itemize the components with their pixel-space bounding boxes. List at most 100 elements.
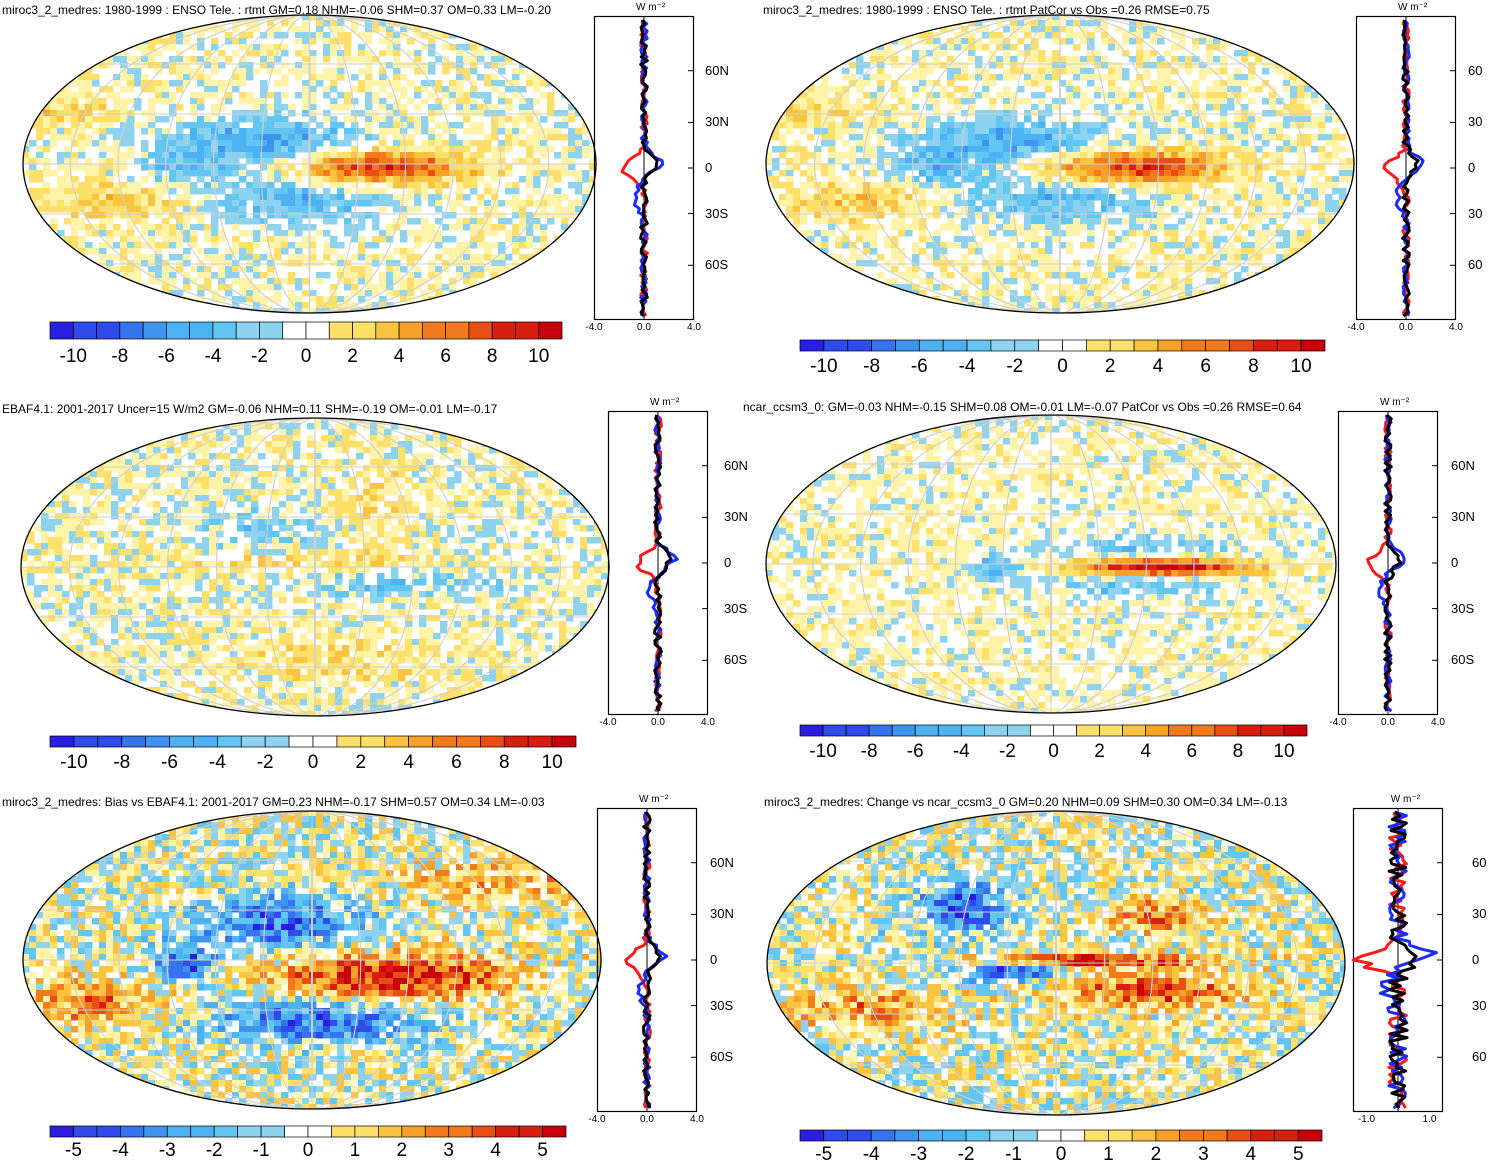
field-cell bbox=[982, 134, 990, 141]
field-cell bbox=[975, 62, 983, 69]
field-cell bbox=[905, 110, 913, 117]
field-cell bbox=[575, 68, 583, 75]
field-cell bbox=[22, 62, 30, 69]
field-cell bbox=[99, 20, 107, 27]
field-cell bbox=[85, 140, 93, 147]
field-cell bbox=[975, 122, 983, 129]
field-cell bbox=[211, 56, 219, 63]
field-cell bbox=[428, 38, 436, 45]
field-cell bbox=[1304, 26, 1312, 33]
field-cell bbox=[919, 152, 927, 159]
field-cell bbox=[779, 98, 787, 105]
field-cell bbox=[940, 50, 948, 57]
field-cell bbox=[1325, 14, 1333, 21]
field-cell bbox=[302, 62, 310, 69]
field-cell bbox=[575, 146, 583, 153]
field-cell bbox=[477, 254, 485, 261]
field-cell bbox=[358, 266, 366, 273]
field-cell bbox=[57, 200, 65, 207]
field-cell bbox=[78, 80, 86, 87]
field-cell bbox=[232, 266, 240, 273]
field-cell bbox=[989, 164, 997, 171]
field-cell bbox=[29, 284, 37, 291]
field-cell bbox=[975, 188, 983, 195]
field-cell bbox=[926, 20, 934, 27]
field-cell bbox=[176, 194, 184, 201]
field-cell bbox=[1003, 188, 1011, 195]
field-cell bbox=[1346, 80, 1354, 87]
field-cell bbox=[1136, 92, 1144, 99]
field-cell bbox=[807, 44, 815, 51]
field-cell bbox=[1157, 80, 1165, 87]
field-cell bbox=[197, 56, 205, 63]
field-cell bbox=[78, 56, 86, 63]
field-cell bbox=[863, 20, 871, 27]
field-cell bbox=[1080, 98, 1088, 105]
field-cell bbox=[477, 26, 485, 33]
field-cell bbox=[786, 122, 794, 129]
field-cell bbox=[225, 122, 233, 129]
field-cell bbox=[582, 146, 590, 153]
field-cell bbox=[1311, 92, 1319, 99]
field-cell bbox=[365, 74, 373, 81]
field-cell bbox=[295, 92, 303, 99]
field-cell bbox=[1227, 98, 1235, 105]
field-cell bbox=[1080, 62, 1088, 69]
field-cell bbox=[218, 86, 226, 93]
field-cell bbox=[43, 272, 51, 279]
field-cell bbox=[99, 38, 107, 45]
field-cell bbox=[218, 122, 226, 129]
field-cell bbox=[148, 260, 156, 267]
field-cell bbox=[891, 122, 899, 129]
field-cell bbox=[512, 140, 520, 147]
field-cell bbox=[365, 194, 373, 201]
field-cell bbox=[1052, 98, 1060, 105]
field-cell bbox=[1017, 152, 1025, 159]
field-cell bbox=[1066, 134, 1074, 141]
zonal-mean-profile bbox=[594, 16, 694, 320]
field-cell bbox=[239, 98, 247, 105]
field-cell bbox=[1108, 206, 1116, 213]
field-cell bbox=[57, 206, 65, 213]
field-cell bbox=[1234, 128, 1242, 135]
field-cell bbox=[1185, 62, 1193, 69]
field-cell bbox=[933, 170, 941, 177]
field-cell bbox=[793, 188, 801, 195]
field-cell bbox=[225, 56, 233, 63]
field-cell bbox=[43, 260, 51, 267]
field-cell bbox=[379, 176, 387, 183]
field-cell bbox=[765, 122, 773, 129]
field-cell bbox=[365, 128, 373, 135]
field-cell bbox=[919, 170, 927, 177]
field-cell bbox=[393, 164, 401, 171]
colorbar-tick-label: 10 bbox=[519, 346, 559, 368]
field-cell bbox=[772, 80, 780, 87]
field-cell bbox=[22, 290, 30, 297]
field-cell bbox=[940, 152, 948, 159]
field-cell bbox=[982, 194, 990, 201]
field-cell bbox=[863, 80, 871, 87]
field-cell bbox=[169, 68, 177, 75]
field-cell bbox=[358, 128, 366, 135]
field-cell bbox=[50, 290, 58, 297]
field-cell bbox=[302, 200, 310, 207]
field-cell bbox=[526, 26, 534, 33]
field-cell bbox=[211, 152, 219, 159]
field-cell bbox=[148, 308, 156, 315]
field-cell bbox=[211, 92, 219, 99]
field-cell bbox=[533, 278, 541, 285]
field-cell bbox=[183, 200, 191, 207]
field-cell bbox=[1017, 176, 1025, 183]
field-cell bbox=[120, 74, 128, 81]
field-cell bbox=[169, 278, 177, 285]
field-cell bbox=[1164, 50, 1172, 57]
field-cell bbox=[807, 26, 815, 33]
field-cell bbox=[1318, 146, 1326, 153]
field-cell bbox=[246, 92, 254, 99]
field-cell bbox=[1122, 176, 1130, 183]
field-cell bbox=[1087, 122, 1095, 129]
field-cell bbox=[456, 272, 464, 279]
field-cell bbox=[463, 194, 471, 201]
field-cell bbox=[540, 50, 548, 57]
field-cell bbox=[884, 50, 892, 57]
